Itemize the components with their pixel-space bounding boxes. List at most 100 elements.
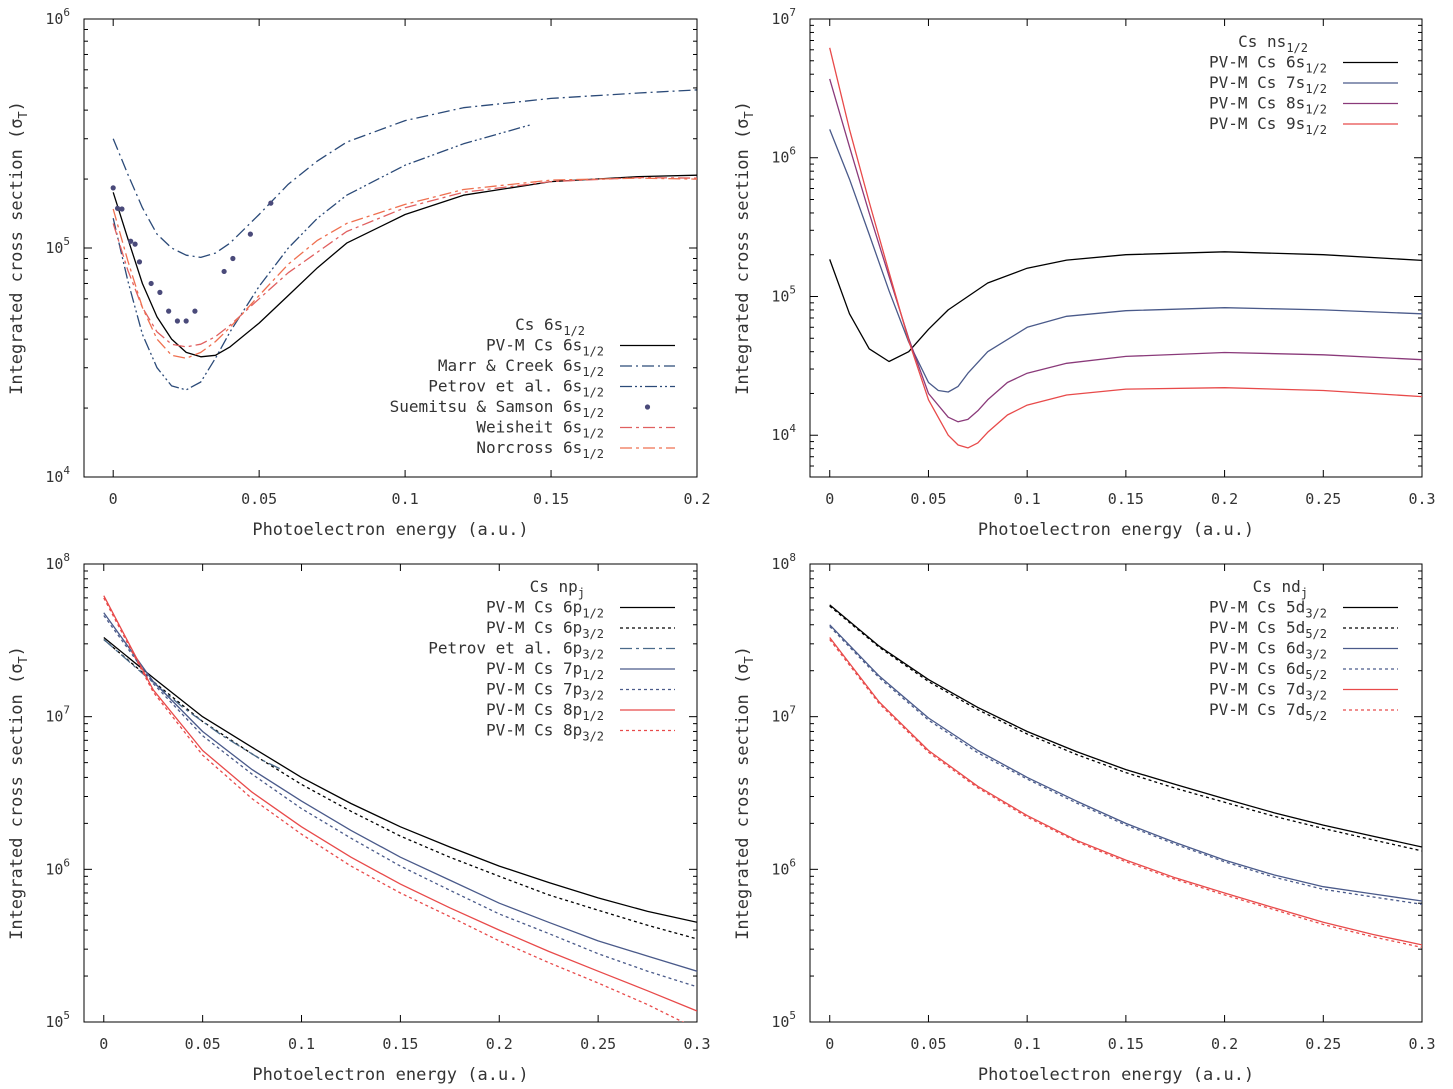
legend-entry-label: PV-M Cs 9s1/2 (1209, 114, 1327, 137)
data-point (268, 200, 274, 206)
data-point (174, 318, 181, 324)
y-axis-label: Integrated cross section (σT) (733, 646, 756, 940)
series-layer (103, 595, 697, 1022)
y-axis-label: Integrated cross section (σT) (7, 646, 30, 940)
legend-entry-label: Petrov et al. 6p3/2 (428, 639, 604, 662)
x-tick-label: 0.05 (910, 1035, 946, 1053)
series-line (829, 251, 1422, 363)
legend-title: Cs ndj (1253, 577, 1308, 600)
x-axis-label: Photoelectron energy (a.u.) (252, 1065, 528, 1085)
x-tick-label: 0.25 (1305, 1035, 1341, 1053)
x-tick-label: 0.15 (1108, 490, 1144, 508)
y-tick-label: 105 (771, 283, 796, 305)
x-axis-label: Photoelectron energy (a.u.) (252, 520, 528, 540)
legend: Cs ns1/2PV-M Cs 6s1/2PV-M Cs 7s1/2PV-M C… (1209, 32, 1398, 137)
x-tick-label: 0.15 (382, 1035, 418, 1053)
x-tick-label: 0.2 (486, 1035, 513, 1053)
y-axis-label: Integrated cross section (σT) (7, 101, 30, 395)
y-tick-label: 105 (771, 1009, 796, 1031)
x-tick-label: 0.2 (683, 490, 710, 508)
y-tick-label: 106 (45, 6, 70, 28)
y-tick-label: 105 (45, 1009, 70, 1031)
data-point (230, 255, 236, 262)
legend-marker (644, 404, 651, 410)
legend-entry-label: Petrov et al. 6s1/2 (428, 377, 604, 400)
series-line (829, 129, 1422, 393)
plot-frame (809, 563, 1423, 1023)
data-point (128, 238, 134, 244)
x-tick-label: 0.1 (1014, 1035, 1041, 1053)
legend-entry-label: PV-M Cs 6d3/2 (1209, 639, 1327, 662)
y-tick-label: 104 (771, 422, 796, 444)
data-point (157, 289, 163, 295)
plot-frame (83, 563, 698, 1023)
series-line (829, 47, 1422, 449)
y-tick-label: 106 (771, 856, 796, 878)
y-tick-label: 107 (771, 6, 796, 28)
series-line (103, 636, 697, 923)
x-tick-label: 0 (99, 1035, 108, 1053)
x-tick-label: 0 (825, 1035, 834, 1053)
series-line (112, 176, 697, 348)
y-tick-label: 108 (771, 551, 796, 573)
series-line (829, 604, 1422, 848)
y-tick-label: 107 (45, 704, 70, 726)
legend-entry-label: Weisheit 6s1/2 (476, 418, 604, 441)
chart-panel-4: 0 0.05 0.1 0.15 0.2 0.25 0.3 105 106 107 108 Photoe… (733, 551, 1436, 1085)
legend-entry-label: PV-M Cs 6s1/2 (1209, 53, 1327, 76)
legend-entry-label: PV-M Cs 6p1/2 (486, 598, 604, 621)
legend-entry-label: PV-M Cs 6p3/2 (486, 618, 604, 641)
x-tick-label: 0.05 (241, 490, 277, 508)
series-layer (829, 604, 1422, 949)
plot-frame (809, 18, 1423, 478)
x-tick-label: 0.1 (288, 1035, 315, 1053)
legend-entry-label: Suemitsu & Samson 6s1/2 (390, 397, 604, 420)
legend-entry-label: PV-M Cs 5d3/2 (1209, 598, 1327, 621)
series-line (103, 639, 282, 771)
legend-entry-label: PV-M Cs 6d5/2 (1209, 659, 1327, 682)
data-point (114, 205, 121, 211)
legend-entry-label: PV-M Cs 8p3/2 (486, 721, 604, 744)
x-tick-label: 0.1 (392, 490, 419, 508)
x-axis-label: Photoelectron energy (a.u.) (978, 520, 1254, 540)
x-tick-label: 0.05 (185, 1035, 221, 1053)
series-line (112, 124, 531, 391)
legend-title: Cs npj (530, 577, 585, 600)
series-line (103, 639, 697, 940)
x-tick-label: 0.2 (1211, 1035, 1238, 1053)
y-tick-label: 107 (771, 704, 796, 726)
series-line (829, 625, 1422, 905)
series-line (112, 174, 697, 358)
x-tick-label: 0 (109, 490, 118, 508)
series-line (112, 89, 697, 259)
y-tick-label: 106 (771, 145, 796, 167)
x-tick-label: 0.25 (580, 1035, 616, 1053)
data-point (183, 318, 189, 324)
legend-entry-label: PV-M Cs 7s1/2 (1209, 73, 1327, 96)
series-line (829, 78, 1422, 423)
series-layer (829, 47, 1422, 449)
x-tick-label: 0.15 (533, 490, 569, 508)
series-line (103, 612, 697, 972)
data-point (247, 231, 253, 237)
y-tick-label: 104 (45, 464, 70, 486)
series-line (103, 597, 685, 1022)
data-point (148, 280, 154, 287)
data-point (132, 241, 138, 247)
y-tick-label: 106 (45, 856, 70, 878)
legend-entry-label: PV-M Cs 8s1/2 (1209, 94, 1327, 117)
series-line (829, 639, 1422, 949)
legend-entry-label: PV-M Cs 6s1/2 (486, 336, 604, 359)
x-tick-label: 0.2 (1211, 490, 1238, 508)
y-tick-label: 105 (45, 235, 70, 257)
x-axis-label: Photoelectron energy (a.u.) (978, 1065, 1254, 1085)
legend-entry-label: PV-M Cs 5d5/2 (1209, 618, 1327, 641)
series-layer (110, 89, 697, 391)
series-line (103, 595, 697, 1012)
series-line (829, 637, 1422, 946)
legend-entry-label: PV-M Cs 8p1/2 (486, 700, 604, 723)
x-tick-label: 0.1 (1014, 490, 1041, 508)
